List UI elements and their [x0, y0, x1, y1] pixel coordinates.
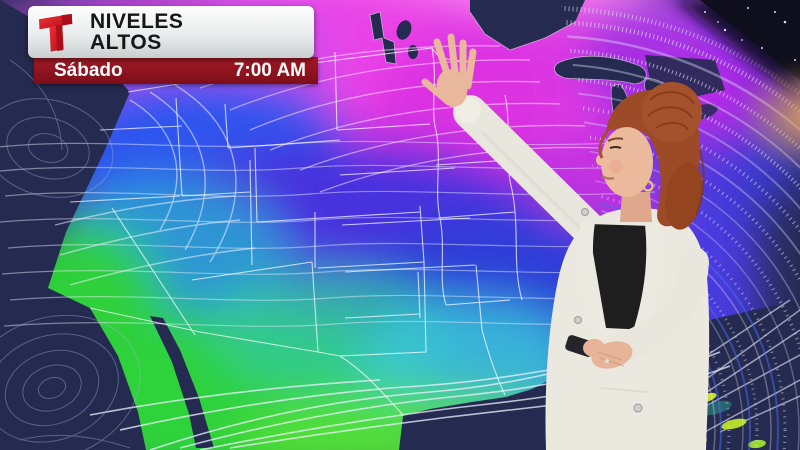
stars: [704, 7, 796, 61]
presenter-raised-arm: [453, 95, 615, 255]
presenter-hair-bun: [642, 82, 702, 142]
globe-limb-bands: [560, 5, 800, 450]
presenter-top: [588, 224, 652, 330]
pacific-ocean: [0, 0, 146, 450]
wind-streamlines: [0, 45, 800, 450]
presenter-face: [601, 127, 653, 197]
schedule-ribbon: Sábado 7:00 AM: [34, 57, 318, 84]
telemundo-t-icon: [38, 13, 73, 52]
gulf-of-california: [150, 316, 214, 448]
earring: [642, 180, 654, 192]
jacket-button: [581, 208, 589, 216]
headline-line2: ALTOS: [90, 31, 162, 54]
headline-banner: NIVELES ALTOS: [28, 6, 314, 58]
hudson-bay: [470, 0, 585, 50]
time-label: 7:00 AM: [233, 59, 306, 81]
space-corner: [672, 0, 800, 173]
horizon-glow: [736, 63, 800, 173]
day-label: Sábado: [54, 59, 123, 81]
weather-presenter: [421, 33, 710, 450]
pointing-hand: [421, 33, 477, 107]
headline-text: NIVELES ALTOS: [90, 11, 183, 53]
lake-winnipeg: [370, 12, 396, 64]
headline-line1: NIVELES: [90, 10, 184, 33]
lake-superior: [554, 56, 647, 84]
